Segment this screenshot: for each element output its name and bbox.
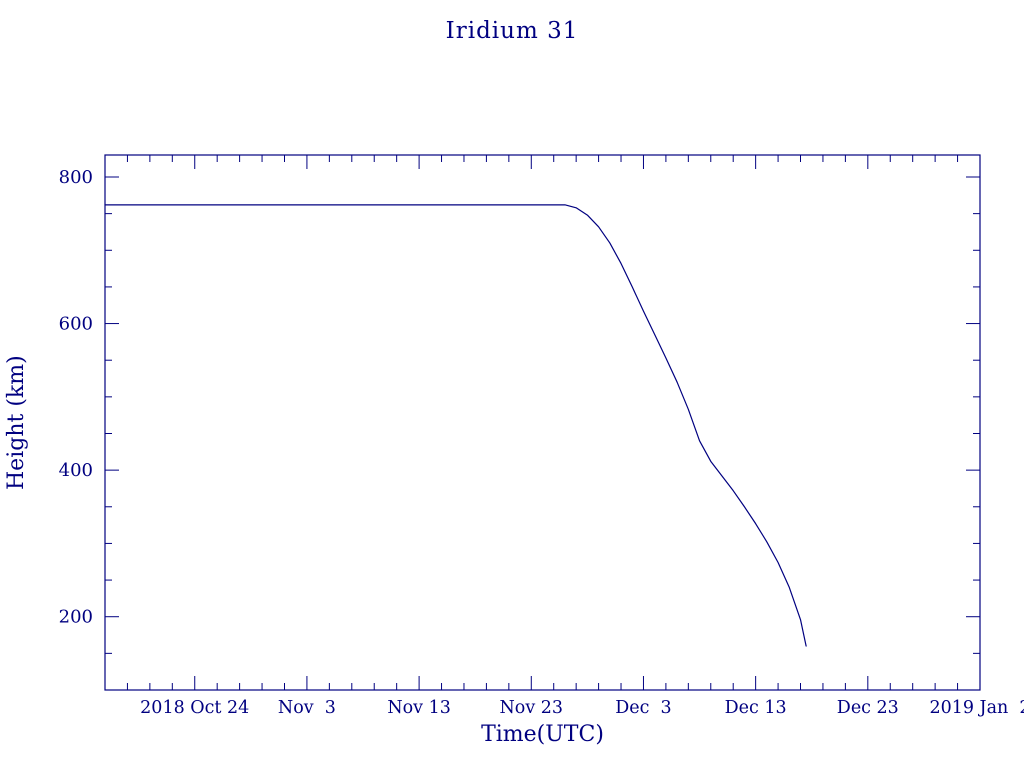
- y-tick-label: 600: [59, 314, 93, 335]
- x-axis-label: Time(UTC): [481, 722, 604, 747]
- x-tick-label: Nov 3: [278, 698, 336, 718]
- x-tick-label: 2019 Jan 2: [929, 698, 1024, 718]
- x-tick-label: Dec 13: [725, 698, 787, 718]
- plot-frame: [104, 154, 981, 691]
- x-tick-label: Dec 3: [615, 698, 671, 718]
- y-tick-label: 200: [59, 607, 93, 628]
- x-tick-label: 2018 Oct 24: [140, 698, 249, 718]
- x-tick-label: Dec 23: [837, 698, 899, 718]
- y-tick-label: 800: [59, 167, 93, 188]
- x-tick-label: Nov 23: [499, 698, 563, 718]
- x-tick-label: Nov 13: [387, 698, 451, 718]
- height-line: [104, 204, 807, 647]
- y-tick-label: 400: [59, 460, 93, 481]
- chart-title: Iridium 31: [445, 18, 579, 44]
